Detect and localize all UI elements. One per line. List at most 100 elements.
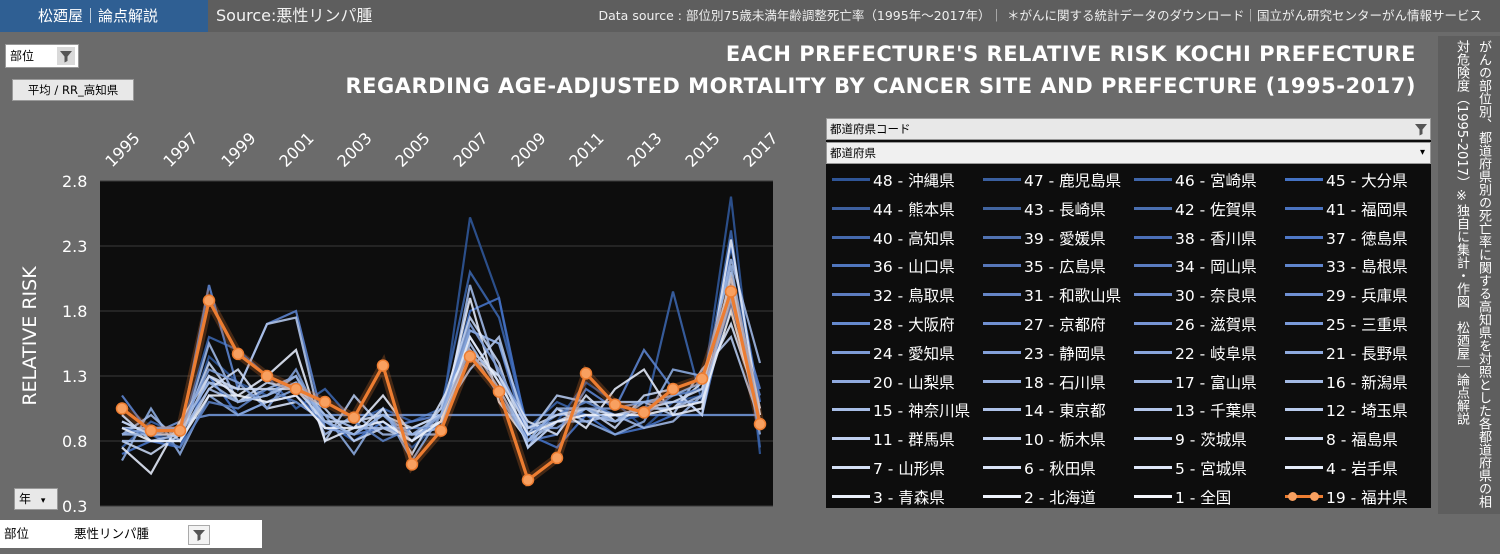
legend-label: 17 - 富山県	[1175, 373, 1257, 392]
legend-item: 32 - 鳥取県	[829, 281, 979, 309]
legend-item: 31 - 和歌山県	[980, 281, 1130, 309]
source-label: Source:悪性リンパ腫	[216, 6, 373, 25]
highlight-series-point	[521, 473, 535, 487]
legend-label: 10 - 栃木県	[1024, 431, 1106, 450]
legend-label: 41 - 福岡県	[1326, 200, 1408, 219]
legend-swatch	[983, 206, 1021, 210]
legend-swatch	[1285, 379, 1323, 383]
x-tick-label: 2015	[681, 129, 723, 171]
legend-swatch	[1285, 178, 1323, 181]
legend-item: 3 - 青森県	[829, 483, 979, 511]
legend-item: 1 - 全国	[1131, 483, 1281, 511]
legend-item: 6 - 秋田県	[980, 454, 1130, 482]
legend-swatch	[983, 264, 1021, 268]
legend-item: 22 - 岐阜県	[1131, 339, 1281, 367]
legend-swatch	[1285, 437, 1323, 441]
legend-item: 48 - 沖縄県	[829, 166, 979, 194]
legend-item: 37 - 徳島県	[1282, 224, 1432, 252]
legend-item: 14 - 東京都	[980, 396, 1130, 424]
legend-label: 4 - 岩手県	[1326, 460, 1398, 478]
x-tick-label: 1997	[159, 129, 201, 171]
dropdown-arrow-icon: ▾	[40, 496, 46, 506]
legend-label: 27 - 京都府	[1024, 316, 1106, 334]
legend-label: 15 - 神奈川県	[873, 402, 971, 421]
legend-label: 25 - 三重県	[1326, 316, 1408, 334]
legend-item: 42 - 佐賀県	[1131, 195, 1281, 223]
legend-label: 14 - 東京都	[1024, 402, 1106, 421]
legend-item: 46 - 宮崎県	[1131, 166, 1281, 194]
legend-label: 28 - 大阪府	[873, 316, 955, 334]
legend-item: 44 - 熊本県	[829, 195, 979, 223]
legend-label: 1 - 全国	[1175, 488, 1232, 507]
legend-label: 22 - 岐阜県	[1175, 344, 1257, 363]
legend-label: 18 - 石川県	[1024, 373, 1106, 392]
site-filter-label: 部位	[10, 49, 35, 63]
legend-swatch	[1134, 264, 1172, 268]
filter-icon[interactable]	[57, 47, 75, 65]
legend-swatch	[983, 350, 1021, 354]
legend-item: 7 - 山形県	[829, 454, 979, 482]
filter-icon[interactable]	[188, 525, 210, 545]
prefcode-filter-label: 都道府県コード	[830, 122, 911, 136]
site-filter[interactable]: 部位	[5, 44, 79, 68]
legend-item: 33 - 島根県	[1282, 252, 1432, 280]
legend-label: 16 - 新潟県	[1326, 373, 1408, 392]
legend-swatch	[983, 379, 1021, 383]
legend-label: 26 - 滋賀県	[1175, 316, 1257, 334]
legend-item: 18 - 石川県	[980, 368, 1130, 396]
bottom-filter-value: 悪性リンパ腫	[74, 526, 150, 541]
x-tick-label: 2001	[275, 129, 317, 171]
legend-swatch	[1285, 293, 1323, 297]
highlight-series-point	[695, 372, 709, 385]
legend-swatch	[832, 206, 870, 210]
legend-label: 7 - 山形県	[873, 460, 945, 478]
brand-label: 松廼屋｜論点解説	[0, 0, 208, 32]
x-tick-label: 2003	[333, 129, 375, 171]
legend-swatch	[832, 293, 870, 297]
legend-item: 12 - 埼玉県	[1282, 396, 1432, 424]
x-tick-label: 2013	[623, 129, 665, 171]
legend-swatch	[1285, 408, 1323, 412]
legend-panel: 都道府県コード 都道府県 ▾ 48 - 沖縄県 47 - 鹿児島県 46 - 宮崎県…	[826, 118, 1431, 508]
y-tick-label: 0.3	[62, 497, 87, 516]
legend-label: 20 - 山梨県	[873, 373, 955, 392]
year-filter-label: 年	[19, 492, 32, 506]
series-line	[122, 265, 762, 443]
pref-filter[interactable]: 都道府県 ▾	[826, 142, 1431, 164]
legend-label: 31 - 和歌山県	[1024, 287, 1122, 306]
highlight-series-point	[231, 347, 245, 361]
highlight-series-point	[579, 367, 593, 380]
bottom-filter-key: 部位	[4, 526, 30, 541]
legend-swatch	[832, 178, 870, 181]
legend-label: 24 - 愛知県	[873, 344, 955, 363]
legend-swatch	[1134, 206, 1172, 210]
filter-icon[interactable]	[1409, 120, 1427, 138]
highlight-series-point	[318, 395, 332, 409]
legend-label: 39 - 愛媛県	[1024, 229, 1106, 248]
legend-marker	[1288, 491, 1297, 501]
legend-item: 17 - 富山県	[1131, 368, 1281, 396]
y-axis-label: RELATIVE RISK	[19, 266, 41, 406]
legend-label: 8 - 福島県	[1326, 431, 1398, 450]
legend-swatch	[983, 494, 1021, 498]
avg-rr-field-button[interactable]: 平均 / RR_高知県	[12, 79, 134, 101]
highlight-series-point	[289, 382, 303, 396]
legend-item: 26 - 滋賀県	[1131, 310, 1281, 338]
legend-swatch	[1134, 235, 1172, 239]
highlight-series-point	[753, 417, 767, 431]
prefcode-filter[interactable]: 都道府県コード	[826, 118, 1431, 140]
legend-swatch	[1285, 466, 1323, 469]
x-tick-label: 2009	[507, 129, 549, 171]
legend-swatch	[983, 437, 1021, 441]
legend-swatch	[832, 350, 870, 354]
dropdown-arrow-icon[interactable]: ▾	[1419, 147, 1425, 158]
legend-item: 34 - 岡山県	[1131, 252, 1281, 280]
x-tick-label: 2017	[739, 129, 781, 171]
legend-label: 32 - 鳥取県	[873, 287, 955, 306]
legend-label: 45 - 大分県	[1326, 172, 1408, 190]
legend-label: 9 - 茨城県	[1175, 431, 1247, 450]
legend-swatch	[832, 408, 870, 412]
legend-label: 48 - 沖縄県	[873, 172, 955, 190]
year-filter-button[interactable]: 年 ▾	[14, 488, 58, 510]
legend-label: 46 - 宮崎県	[1175, 172, 1257, 190]
